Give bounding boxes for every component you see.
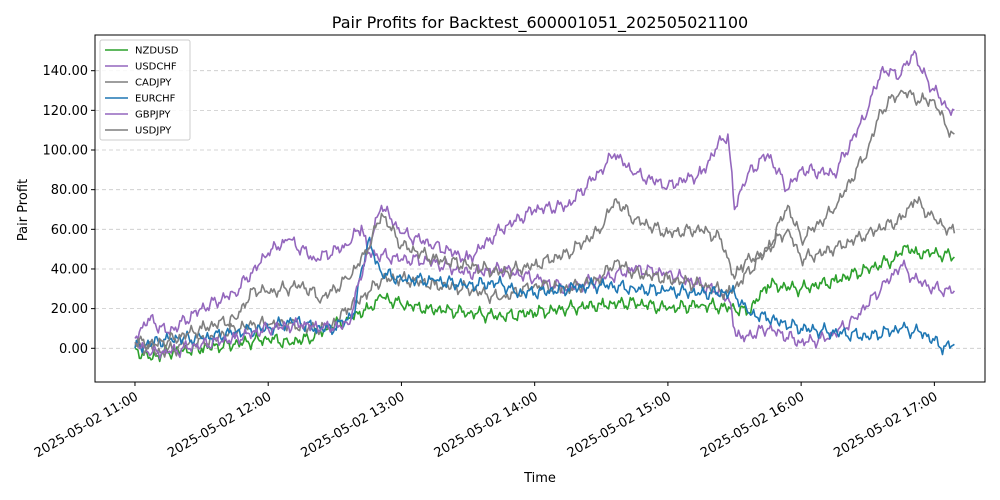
y-axis: 0.00 20.00 40.00 60.00 80.00 100.00 120.00 140.… [43, 64, 95, 357]
y-tick-label: 80.00 [51, 183, 88, 198]
y-tick-label: 40.00 [51, 262, 88, 277]
legend-label: CADJPY [135, 78, 172, 89]
y-tick-label: 120.00 [43, 104, 89, 119]
y-tick-label: 0.00 [59, 342, 88, 357]
legend-label: NZDUSD [135, 46, 179, 57]
chart-title: Pair Profits for Backtest_600001051_2025… [332, 13, 748, 33]
legend-label: USDCHF [135, 62, 177, 73]
y-tick-label: 60.00 [51, 223, 88, 238]
series-line-usdjpy [134, 89, 955, 351]
plot-frame [94, 34, 986, 383]
y-tick-label: 20.00 [51, 302, 88, 317]
series-line-gbpjpy [134, 50, 955, 360]
y-tick-label: 100.00 [43, 144, 89, 159]
x-axis-title: Time [523, 471, 556, 486]
series-line-cadjpy [134, 196, 956, 358]
legend-label: EURCHF [135, 94, 176, 105]
legend-label: USDJPY [135, 126, 172, 137]
legend-label: GBPJPY [135, 110, 171, 121]
legend: NZDUSD USDCHF CADJPY EURCHF GBPJPY USDJPY [99, 39, 191, 141]
y-tick-label: 140.00 [43, 64, 89, 79]
series-layer [134, 50, 956, 363]
y-axis-title: Pair Profit [16, 179, 31, 241]
series-line-nzdusd [134, 244, 955, 363]
legend-box [99, 39, 191, 141]
